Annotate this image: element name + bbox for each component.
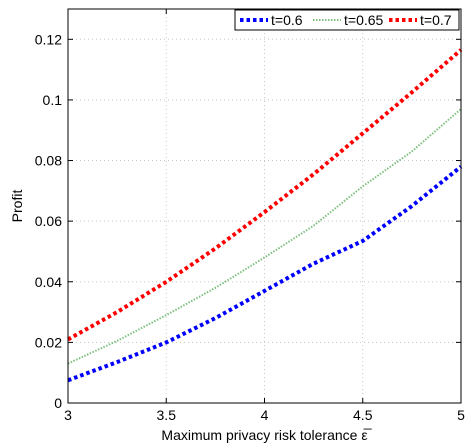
legend: t=0.6 t=0.65 t=0.7	[234, 9, 460, 31]
legend-label-1: t=0.65	[344, 12, 384, 28]
x-tick-label: 4.5	[353, 407, 373, 423]
legend-box	[234, 9, 460, 31]
series-line-0	[67, 165, 463, 383]
x-tick-label: 3.5	[157, 407, 177, 423]
series-line-1	[67, 108, 462, 365]
y-tick-label: 0.08	[35, 153, 62, 169]
x-tick-label: 3	[64, 407, 72, 423]
legend-label-2: t=0.7	[420, 12, 452, 28]
y-tick-label: 0.1	[43, 92, 63, 108]
y-tick-label: 0.06	[35, 213, 62, 229]
x-axis-label: Maximum privacy risk tolerance ε̅	[161, 427, 372, 443]
series-line-2	[67, 48, 463, 342]
y-tick-label: 0.02	[35, 334, 62, 350]
x-tick-label: 5	[457, 407, 465, 423]
axis-ticks: 3 3.5 4 4.5 5 0 0.02 0.04 0.06 0.08 0.1 0.12	[35, 9, 465, 423]
x-tick-label: 4	[261, 407, 269, 423]
y-tick-label: 0	[54, 395, 62, 411]
legend-label-0: t=0.6	[271, 12, 303, 28]
grid	[67, 9, 462, 404]
y-tick-label: 0.04	[35, 274, 62, 290]
series-lines	[67, 48, 463, 383]
y-axis-label: Profit	[9, 190, 25, 223]
y-tick-label: 0.12	[35, 31, 62, 47]
